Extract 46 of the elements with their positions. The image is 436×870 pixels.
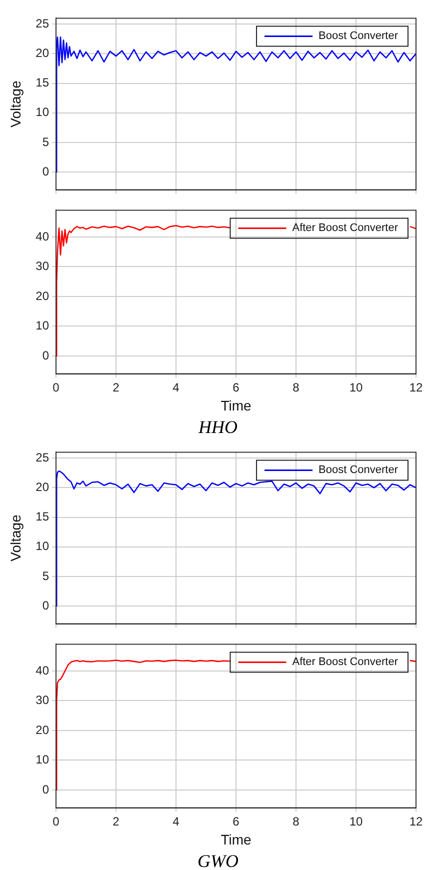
x-tick-label: 4: [172, 814, 180, 828]
y-tick-label: 40: [36, 663, 50, 678]
y-tick-label: 5: [42, 568, 50, 583]
y-tick-label: 40: [36, 229, 50, 244]
y-tick-label: 25: [36, 450, 50, 464]
y-tick-label: 0: [42, 598, 50, 612]
y-axis-title: Voltage: [7, 80, 24, 128]
x-tick-label: 10: [349, 380, 363, 394]
y-tick-label: 0: [42, 782, 50, 796]
text: HHO: [197, 416, 238, 439]
series-label: After Boost Converter: [292, 656, 398, 668]
y-tick-label: 10: [36, 752, 50, 767]
y-tick-label: 10: [36, 539, 50, 554]
legend-label: Boost Converter: [318, 464, 398, 476]
x-tick-label: 6: [232, 814, 240, 828]
x-tick-label: 2: [112, 380, 120, 394]
y-tick-label: 15: [36, 76, 50, 90]
y-tick-label: 20: [36, 722, 50, 737]
legend-label: Boost Converter: [318, 30, 398, 42]
x-tick-label: 4: [172, 380, 180, 394]
y-axis-title: Voltage: [7, 514, 24, 562]
y-tick-label: 15: [36, 510, 50, 524]
x-axis-title: Time: [220, 397, 252, 414]
y-tick-label: 30: [36, 259, 50, 274]
y-tick-label: 10: [36, 105, 50, 120]
x-tick-label: 8: [292, 814, 300, 828]
y-tick-label: 0: [42, 348, 50, 362]
x-tick-label: 6: [232, 380, 240, 394]
y-tick-label: 0: [42, 164, 50, 178]
y-tick-label: 30: [36, 693, 50, 708]
y-tick-label: 20: [36, 480, 50, 494]
x-tick-label: 0: [52, 380, 60, 394]
x-tick-label: 12: [409, 380, 423, 394]
x-tick-label: 12: [409, 814, 423, 828]
y-tick-label: 10: [36, 318, 50, 333]
x-tick-label: 10: [349, 814, 363, 828]
series-label: After Boost Converter: [292, 222, 398, 234]
text: GWO: [196, 850, 240, 870]
x-tick-label: 2: [112, 814, 120, 828]
x-axis-title: Time: [220, 831, 252, 848]
x-tick-label: 8: [292, 380, 300, 394]
x-tick-label: 0: [52, 814, 60, 828]
y-tick-label: 20: [36, 46, 50, 60]
y-tick-label: 25: [36, 16, 50, 30]
y-tick-label: 5: [42, 134, 50, 149]
y-tick-label: 20: [36, 288, 50, 303]
